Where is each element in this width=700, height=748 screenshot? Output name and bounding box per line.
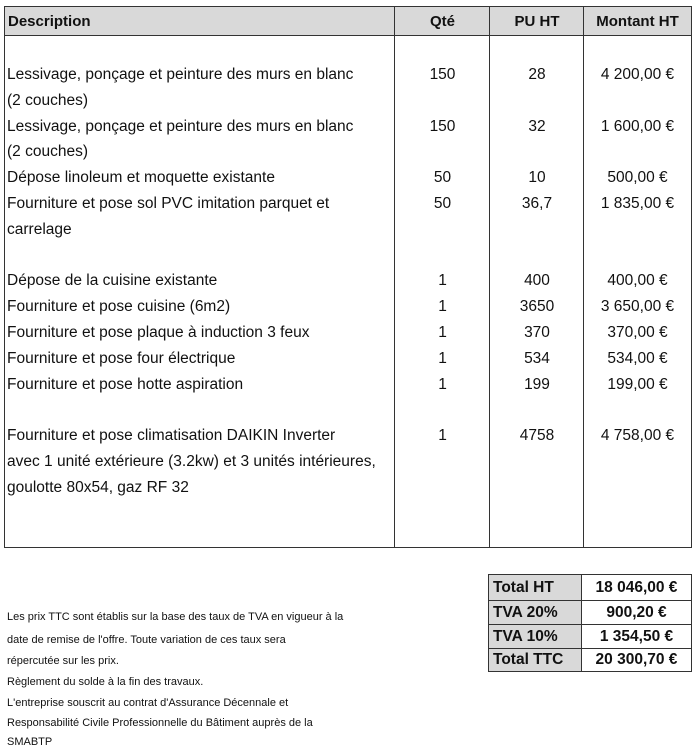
item-description: (2 couches) xyxy=(7,143,88,161)
total-label: Total TTC xyxy=(488,648,582,672)
item-description: goulotte 80x54, gaz RF 32 xyxy=(7,478,189,496)
total-label: TVA 10% xyxy=(488,624,582,649)
header-qty: Qté xyxy=(429,13,455,30)
item-description: avec 1 unité extérieure (3.2kw) et 3 uni… xyxy=(7,453,376,470)
item-description: carrelage xyxy=(7,220,72,238)
note-line: SMABTP xyxy=(7,736,53,748)
item-description: Fourniture et pose four électrique xyxy=(7,349,236,367)
item-unit-price: 32 xyxy=(528,117,546,135)
note-line: répercutée sur les prix. xyxy=(7,655,119,667)
item-description: Dépose de la cuisine existante xyxy=(7,272,218,290)
total-value: 900,20 € xyxy=(581,600,692,625)
item-description: Lessivage, ponçage et peinture des murs … xyxy=(7,117,354,135)
item-description: Fourniture et pose cuisine (6m2) xyxy=(7,298,231,316)
column-divider xyxy=(583,7,584,547)
item-amount: 534,00 € xyxy=(607,349,668,367)
item-description: (2 couches) xyxy=(7,91,88,109)
item-qty: 1 xyxy=(438,298,447,316)
total-value: 1 354,50 € xyxy=(581,624,692,649)
item-amount: 500,00 € xyxy=(607,169,668,187)
item-unit-price: 28 xyxy=(528,66,546,83)
tva-20-row: TVA 20% 900,20 € xyxy=(488,600,692,625)
column-divider xyxy=(394,7,395,547)
item-amount: 4 200,00 € xyxy=(600,66,675,83)
note-line: L'entreprise souscrit au contrat d'Assur… xyxy=(7,697,289,709)
table-header: Description Qté PU HT Montant HT xyxy=(5,7,691,36)
item-unit-price: 4758 xyxy=(519,427,555,445)
item-unit-price: 10 xyxy=(528,169,546,187)
total-ht-row: Total HT 18 046,00 € xyxy=(488,574,692,601)
note-line: Règlement du solde à la fin des travaux. xyxy=(7,676,204,688)
item-description: Lessivage, ponçage et peinture des murs … xyxy=(7,66,354,83)
item-description: Fourniture et pose hotte aspiration xyxy=(7,375,244,393)
totals-table: Total HT 18 046,00 € TVA 20% 900,20 € TVA … xyxy=(488,574,692,672)
header-description: Description xyxy=(8,13,91,30)
total-ttc-row: Total TTC 20 300,70 € xyxy=(488,648,692,672)
total-value: 18 046,00 € xyxy=(581,574,692,601)
item-qty: 1 xyxy=(438,427,447,445)
item-amount: 199,00 € xyxy=(607,375,668,393)
item-amount: 1 600,00 € xyxy=(600,117,675,135)
item-qty: 1 xyxy=(438,272,447,290)
item-description: Fourniture et pose climatisation DAIKIN … xyxy=(7,427,336,445)
header-amount: Montant HT xyxy=(596,13,679,30)
item-description: Fourniture et pose sol PVC imitation par… xyxy=(7,195,330,212)
note-line: Les prix TTC sont établis sur la base de… xyxy=(7,611,344,623)
item-amount: 1 835,00 € xyxy=(600,195,675,212)
item-amount: 3 650,00 € xyxy=(600,298,675,316)
column-divider xyxy=(489,7,490,547)
item-qty: 1 xyxy=(438,375,447,393)
total-label: Total HT xyxy=(488,574,582,601)
tva-10-row: TVA 10% 1 354,50 € xyxy=(488,624,692,649)
item-qty: 1 xyxy=(438,349,447,367)
item-qty: 1 xyxy=(438,324,447,341)
item-amount: 4 758,00 € xyxy=(600,427,675,445)
item-amount: 400,00 € xyxy=(607,272,668,290)
quote-table: Description Qté PU HT Montant HT Lessiva… xyxy=(4,6,692,548)
header-unit-price: PU HT xyxy=(514,13,560,30)
item-unit-price: 400 xyxy=(524,272,550,290)
note-line: Responsabilité Civile Professionnelle du… xyxy=(7,717,313,729)
item-unit-price: 36,7 xyxy=(521,195,553,212)
item-qty: 150 xyxy=(429,117,456,135)
item-amount: 370,00 € xyxy=(607,324,668,341)
item-unit-price: 199 xyxy=(524,375,550,393)
item-description: Fourniture et pose plaque à induction 3 … xyxy=(7,324,310,341)
item-qty: 50 xyxy=(433,169,452,187)
total-label: TVA 20% xyxy=(488,600,582,625)
item-qty: 150 xyxy=(429,66,456,83)
item-qty: 50 xyxy=(433,195,452,212)
item-unit-price: 3650 xyxy=(519,298,555,316)
total-value: 20 300,70 € xyxy=(581,648,692,672)
item-description: Dépose linoleum et moquette existante xyxy=(7,169,275,187)
item-unit-price: 370 xyxy=(524,324,550,341)
item-unit-price: 534 xyxy=(524,349,550,367)
note-line: date de remise de l'offre. Toute variati… xyxy=(7,634,286,646)
